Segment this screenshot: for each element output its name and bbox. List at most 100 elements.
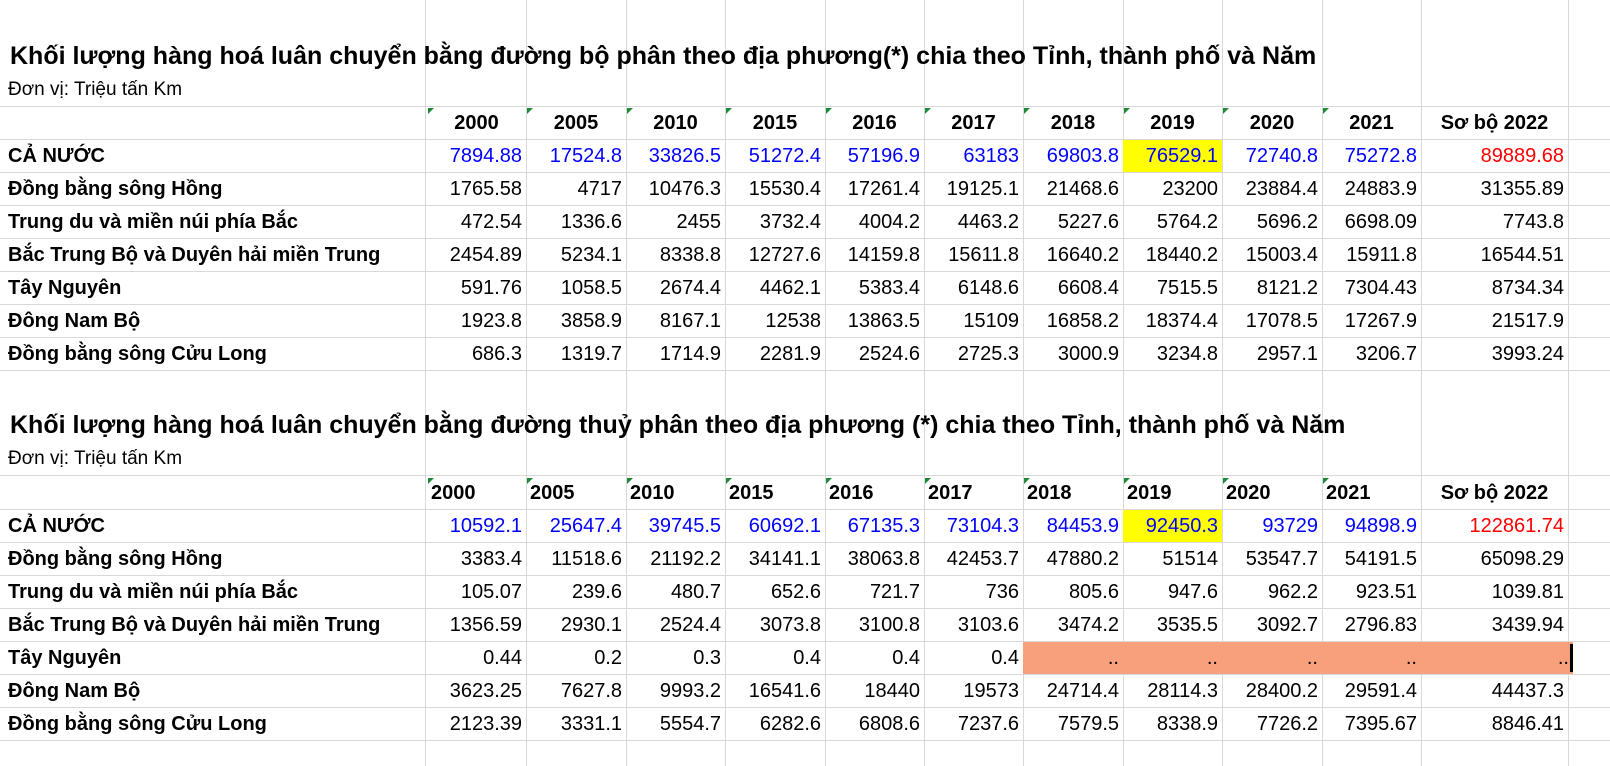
- row-label[interactable]: Đồng bằng sông Cửu Long: [8, 712, 267, 735]
- data-cell[interactable]: 8846.41: [1491, 712, 1564, 735]
- data-cell[interactable]: 21192.2: [650, 547, 721, 570]
- data-cell[interactable]: 0.4: [892, 646, 920, 669]
- data-cell[interactable]: 1765.58: [449, 177, 522, 200]
- row-label[interactable]: Trung du và miền núi phía Bắc: [8, 210, 299, 233]
- data-cell[interactable]: 73104.3: [946, 514, 1019, 537]
- column-header-sơ-bộ-2022[interactable]: Sơ bộ 2022: [1440, 111, 1549, 134]
- data-cell[interactable]: 39745.5: [648, 514, 721, 537]
- row-label[interactable]: Đồng bằng sông Hồng: [8, 547, 223, 570]
- data-cell[interactable]: 122861.74: [1469, 514, 1564, 537]
- data-cell[interactable]: 14159.8: [847, 243, 920, 266]
- data-cell[interactable]: 3073.8: [759, 613, 821, 636]
- data-cell[interactable]: 24714.4: [1046, 679, 1119, 702]
- column-header-2020[interactable]: 2020: [1222, 477, 1322, 509]
- data-cell[interactable]: 3993.24: [1491, 342, 1564, 365]
- data-cell[interactable]: 18374.4: [1145, 309, 1218, 332]
- data-cell[interactable]: 5696.2: [1256, 210, 1318, 233]
- data-cell[interactable]: 3535.5: [1156, 613, 1218, 636]
- data-cell[interactable]: 7726.2: [1256, 712, 1318, 735]
- data-cell[interactable]: 12538: [765, 309, 821, 332]
- column-header-2020[interactable]: 2020: [1222, 107, 1322, 139]
- data-cell[interactable]: 2455: [676, 210, 722, 233]
- data-cell[interactable]: 0.44: [483, 646, 522, 669]
- data-cell[interactable]: 75272.8: [1344, 144, 1417, 167]
- data-cell[interactable]: 8167.1: [659, 309, 721, 332]
- column-header-2019[interactable]: 2019: [1123, 107, 1222, 139]
- row-label[interactable]: Đồng bằng sông Hồng: [8, 177, 223, 200]
- data-cell[interactable]: 1336.6: [560, 210, 622, 233]
- row-label[interactable]: CẢ NƯỚC: [8, 144, 105, 167]
- data-cell[interactable]: 31355.89: [1480, 177, 1564, 200]
- data-cell[interactable]: ..: [1421, 642, 1573, 674]
- data-cell[interactable]: 105.07: [460, 580, 522, 603]
- data-cell[interactable]: 1039.81: [1491, 580, 1564, 603]
- data-cell[interactable]: 13863.5: [847, 309, 920, 332]
- data-cell[interactable]: 1714.9: [659, 342, 721, 365]
- data-cell[interactable]: 15109: [963, 309, 1019, 332]
- row-label[interactable]: Đông Nam Bộ: [8, 679, 141, 702]
- data-cell[interactable]: 16541.6: [748, 679, 821, 702]
- data-cell[interactable]: 2725.3: [957, 342, 1019, 365]
- column-header-2000[interactable]: 2000: [427, 107, 526, 139]
- data-cell[interactable]: 7237.6: [957, 712, 1019, 735]
- data-cell[interactable]: 2796.83: [1344, 613, 1417, 636]
- data-cell[interactable]: 8121.2: [1256, 276, 1318, 299]
- data-cell[interactable]: 805.6: [1068, 580, 1119, 603]
- data-cell[interactable]: 3331.1: [560, 712, 622, 735]
- row-label[interactable]: CẢ NƯỚC: [8, 514, 105, 537]
- data-cell[interactable]: 15911.8: [1346, 243, 1417, 266]
- data-cell[interactable]: 4717: [577, 177, 623, 200]
- data-cell[interactable]: 3000.9: [1057, 342, 1119, 365]
- data-cell[interactable]: 12727.6: [748, 243, 821, 266]
- data-cell[interactable]: 2674.4: [659, 276, 721, 299]
- data-cell[interactable]: 2930.1: [560, 613, 622, 636]
- data-cell[interactable]: 6698.09: [1344, 210, 1417, 233]
- data-cell[interactable]: 2524.4: [659, 613, 721, 636]
- data-cell[interactable]: 2123.39: [449, 712, 522, 735]
- data-cell[interactable]: 44437.3: [1491, 679, 1564, 702]
- data-cell[interactable]: 239.6: [571, 580, 622, 603]
- data-cell[interactable]: 736: [985, 580, 1019, 603]
- data-cell[interactable]: 3383.4: [460, 547, 522, 570]
- column-header-2018[interactable]: 2018: [1023, 107, 1123, 139]
- data-cell[interactable]: 480.7: [670, 580, 721, 603]
- row-label[interactable]: Bắc Trung Bộ và Duyên hải miền Trung: [8, 243, 381, 266]
- data-cell[interactable]: 5764.2: [1156, 210, 1218, 233]
- row-label[interactable]: Bắc Trung Bộ và Duyên hải miền Trung: [8, 613, 381, 636]
- data-cell[interactable]: 28400.2: [1245, 679, 1318, 702]
- data-cell[interactable]: 16544.51: [1480, 243, 1564, 266]
- data-cell[interactable]: 4462.1: [759, 276, 821, 299]
- data-cell[interactable]: 10476.3: [648, 177, 721, 200]
- data-cell[interactable]: 3474.2: [1057, 613, 1119, 636]
- column-header-2015[interactable]: 2015: [725, 477, 825, 509]
- data-cell[interactable]: 652.6: [770, 580, 821, 603]
- data-cell[interactable]: 89889.68: [1480, 144, 1564, 167]
- data-cell[interactable]: 3858.9: [560, 309, 622, 332]
- data-cell[interactable]: 21468.6: [1046, 177, 1119, 200]
- data-cell[interactable]: 34141.1: [748, 547, 821, 570]
- data-cell[interactable]: 686.3: [471, 342, 522, 365]
- column-header-2005[interactable]: 2005: [526, 107, 626, 139]
- data-cell[interactable]: 2281.9: [759, 342, 821, 365]
- column-header-2021[interactable]: 2021: [1322, 477, 1421, 509]
- data-cell[interactable]: 23200: [1162, 177, 1218, 200]
- data-cell[interactable]: 0.2: [594, 646, 622, 669]
- data-cell[interactable]: 0.3: [693, 646, 721, 669]
- data-cell[interactable]: 94898.9: [1344, 514, 1417, 537]
- data-cell[interactable]: 65098.29: [1480, 547, 1564, 570]
- data-cell[interactable]: 9993.2: [659, 679, 721, 702]
- data-cell[interactable]: 8338.8: [659, 243, 721, 266]
- data-cell[interactable]: 47880.2: [1046, 547, 1119, 570]
- data-cell[interactable]: 5554.7: [659, 712, 721, 735]
- data-cell[interactable]: 17524.8: [549, 144, 622, 167]
- data-cell[interactable]: 16858.2: [1046, 309, 1119, 332]
- row-label[interactable]: Tây Nguyên: [8, 276, 122, 299]
- data-cell[interactable]: 7743.8: [1502, 210, 1564, 233]
- data-cell[interactable]: 6282.6: [759, 712, 821, 735]
- column-header-2010[interactable]: 2010: [626, 107, 725, 139]
- data-cell[interactable]: 5234.1: [560, 243, 622, 266]
- data-cell[interactable]: 947.6: [1167, 580, 1218, 603]
- data-cell[interactable]: 3439.94: [1491, 613, 1564, 636]
- column-header-2017[interactable]: 2017: [924, 107, 1023, 139]
- data-cell[interactable]: 19573: [963, 679, 1019, 702]
